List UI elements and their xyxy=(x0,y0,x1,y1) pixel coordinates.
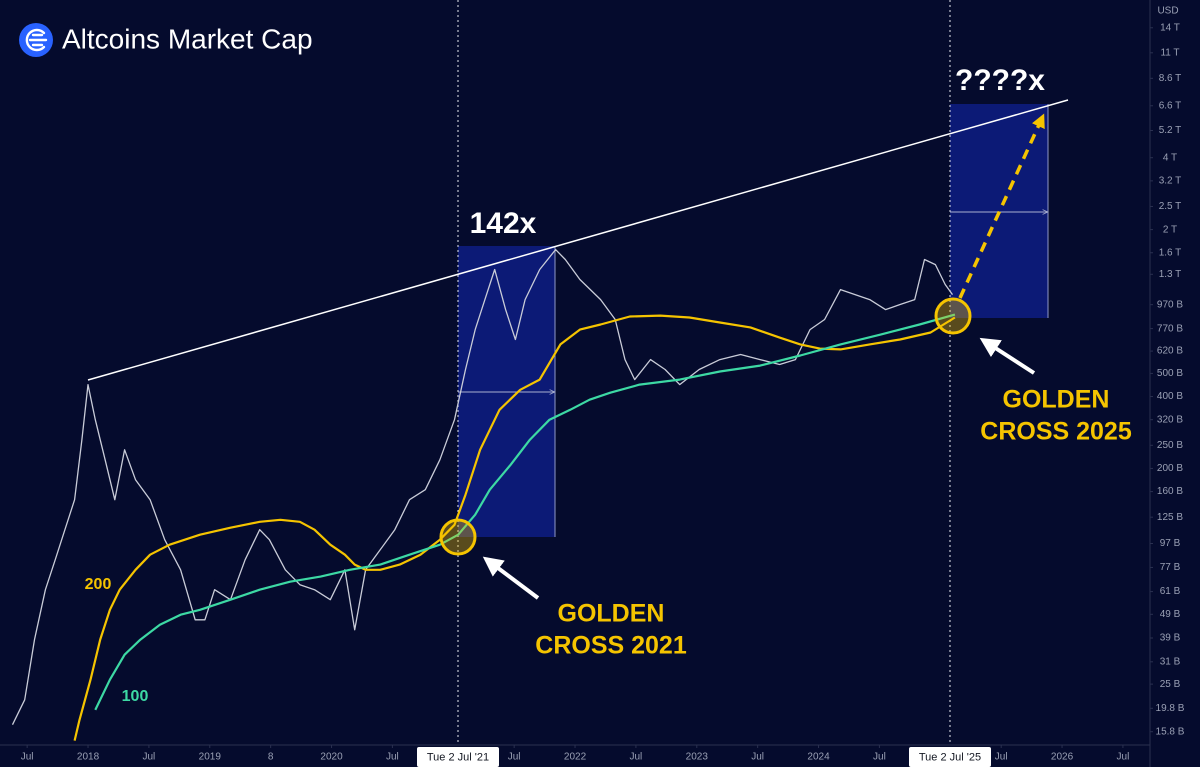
y-tick-label: 39 B xyxy=(1160,633,1181,644)
x-tick-label: Jul xyxy=(1117,752,1130,763)
y-tick-label: 19.8 B xyxy=(1156,703,1185,714)
y-tick-label: 160 B xyxy=(1157,486,1183,497)
y-tick-label: 2.5 T xyxy=(1159,201,1182,212)
cross-label: GOLDEN xyxy=(1003,386,1110,414)
cross-label: CROSS 2025 xyxy=(980,418,1132,446)
y-tick-label: 14 T xyxy=(1160,22,1180,33)
series-label: 100 xyxy=(122,688,149,705)
y-tick-label: 250 B xyxy=(1157,440,1183,451)
y-axis-label: USD xyxy=(1157,6,1178,17)
y-tick-label: 1.3 T xyxy=(1159,269,1182,280)
date-flag-label: Tue 2 Jul '25 xyxy=(919,751,981,763)
x-tick-label: Jul xyxy=(21,752,34,763)
cross-marker xyxy=(934,297,972,335)
cross-marker xyxy=(439,518,477,556)
y-tick-label: 31 B xyxy=(1160,656,1181,667)
x-tick-label: Jul xyxy=(751,752,764,763)
series-label: 200 xyxy=(85,576,112,593)
x-tick-label: Jul xyxy=(143,752,156,763)
y-tick-label: 200 B xyxy=(1157,463,1183,474)
y-tick-label: 6.6 T xyxy=(1159,100,1182,111)
axes: 14 T 11 T 8.6 T 6.6 T 5.2 T 4 T 3.2 T 2.5 T 2 T 1… xyxy=(21,22,1185,762)
y-tick-label: 125 B xyxy=(1157,512,1183,523)
x-tick-label: Jul xyxy=(995,752,1008,763)
logo-mark xyxy=(25,28,48,52)
x-tick-label: 8 xyxy=(268,752,274,763)
x-tick-label: Jul xyxy=(873,752,886,763)
y-tick-label: 61 B xyxy=(1160,586,1181,597)
annotation-overlay: 142x ????x GOLDEN CROSS 2021 GOLDEN CROS… xyxy=(19,6,1179,660)
y-tick-label: 4 T xyxy=(1163,152,1177,163)
y-tick-label: 49 B xyxy=(1160,609,1181,620)
y-tick-label: 77 B xyxy=(1160,562,1181,573)
y-tick-label: 2 T xyxy=(1163,224,1177,235)
moving-average-line xyxy=(94,313,956,711)
y-tick-label: 500 B xyxy=(1157,368,1183,379)
x-tick-label: 2022 xyxy=(564,752,587,763)
date-flag xyxy=(417,747,499,767)
plot: 200 100 xyxy=(11,248,956,741)
x-tick-label: 2023 xyxy=(686,752,709,763)
y-tick-label: 970 B xyxy=(1157,299,1183,310)
y-tick-label: 1.6 T xyxy=(1159,247,1182,258)
y-tick-label: 5.2 T xyxy=(1159,125,1182,136)
x-tick-label: Jul xyxy=(508,752,521,763)
x-tick-label: 2020 xyxy=(320,752,343,763)
y-tick-label: 620 B xyxy=(1157,346,1183,357)
x-tick-label: Jul xyxy=(630,752,643,763)
y-tick-label: 97 B xyxy=(1160,538,1181,549)
trend-line xyxy=(87,99,1069,381)
pointer-arrow xyxy=(979,337,1036,375)
x-tick-label: 2019 xyxy=(199,752,222,763)
y-tick-label: 320 B xyxy=(1157,414,1183,425)
y-tick-label: 25 B xyxy=(1160,679,1181,690)
date-flag xyxy=(909,747,991,767)
y-tick-label: 15.8 B xyxy=(1156,726,1185,737)
x-tick-label: 2026 xyxy=(1051,752,1074,763)
y-tick-label: 11 T xyxy=(1160,47,1179,58)
x-tick-label: 2018 xyxy=(77,752,100,763)
cross-label: GOLDEN xyxy=(558,600,665,628)
pointer-arrow xyxy=(482,556,540,600)
price-line xyxy=(11,248,954,725)
gain-label: 142x xyxy=(470,207,537,240)
date-flag-label: Tue 2 Jul '21 xyxy=(427,751,489,763)
y-tick-label: 770 B xyxy=(1157,323,1183,334)
x-tick-label: Jul xyxy=(386,752,399,763)
chart-title: Altcoins Market Cap xyxy=(62,23,313,54)
x-tick-label: 2024 xyxy=(807,752,830,763)
date-flags: Tue 2 Jul '21 Tue 2 Jul '25 xyxy=(417,747,991,767)
y-tick-label: 400 B xyxy=(1157,391,1183,402)
y-tick-label: 3.2 T xyxy=(1159,176,1182,187)
gain-label: ????x xyxy=(955,64,1045,97)
cross-label: CROSS 2021 xyxy=(535,632,687,660)
y-tick-label: 8.6 T xyxy=(1159,73,1182,84)
